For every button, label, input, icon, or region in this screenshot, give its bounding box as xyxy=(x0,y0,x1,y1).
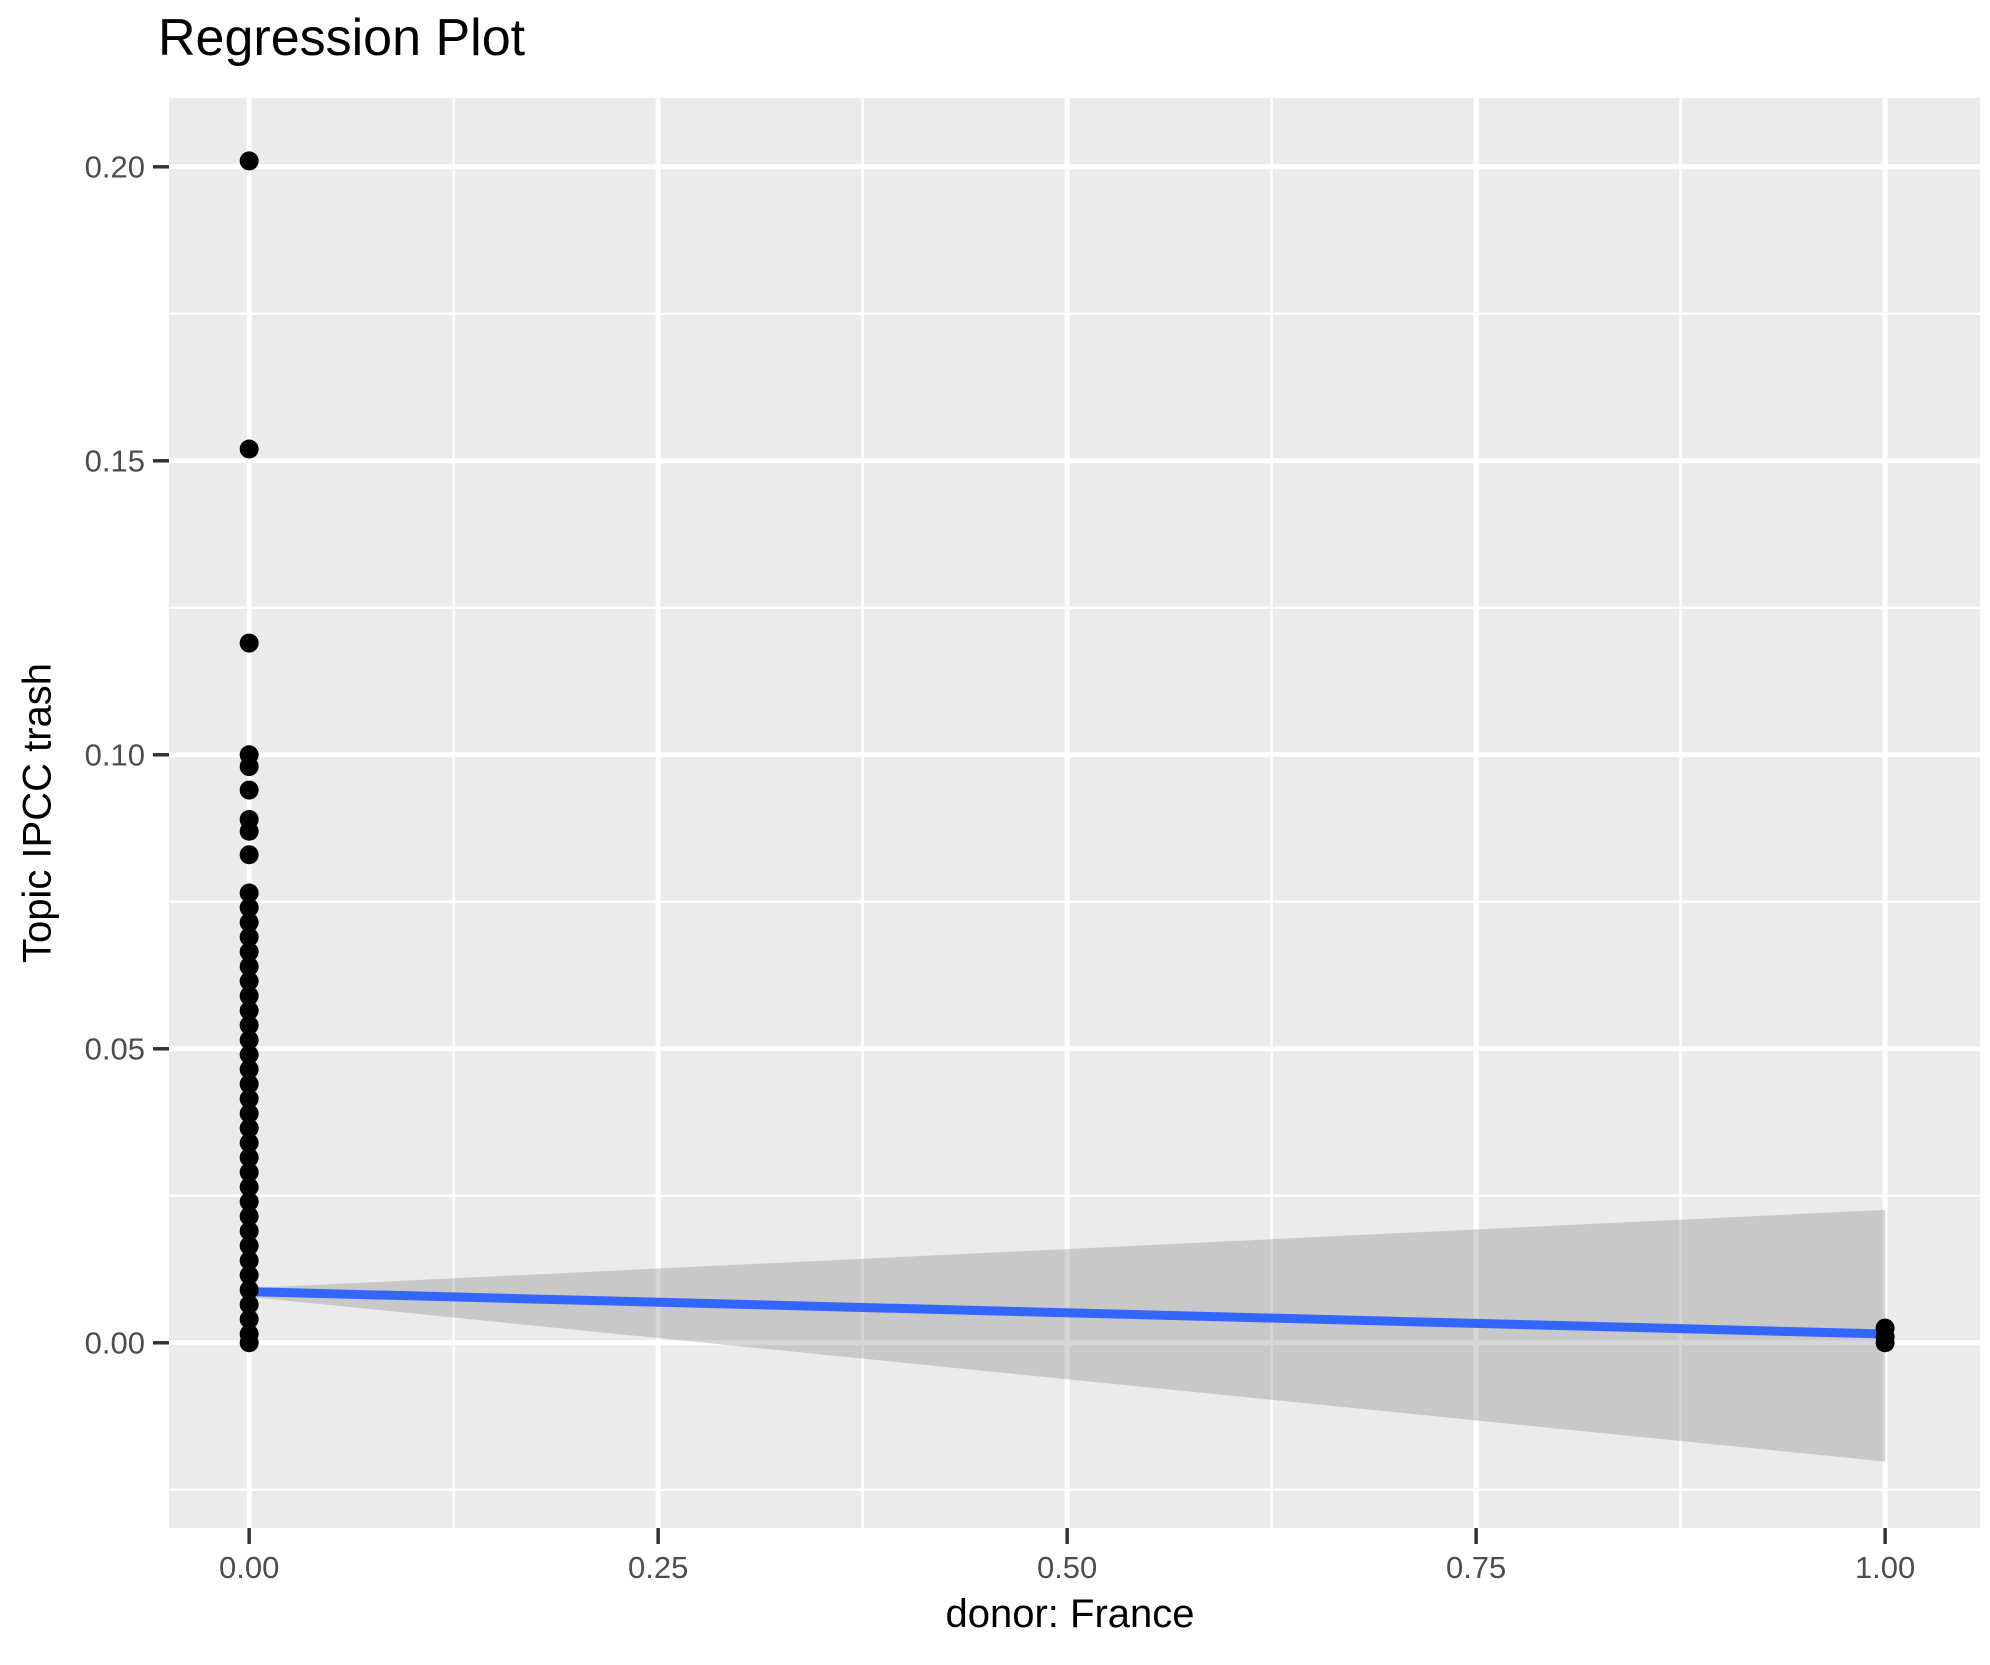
data-point xyxy=(239,1250,259,1270)
data-point xyxy=(239,821,259,841)
data-point xyxy=(239,1236,259,1256)
data-point xyxy=(239,1280,259,1300)
data-point xyxy=(239,151,259,171)
data-point xyxy=(239,1206,259,1226)
data-point xyxy=(239,1089,259,1109)
data-point xyxy=(239,927,259,947)
data-point xyxy=(239,757,259,777)
data-point xyxy=(239,1015,259,1035)
x-tick-label: 1.00 xyxy=(1855,1550,1915,1585)
data-point xyxy=(239,986,259,1006)
confidence-band xyxy=(249,1209,1886,1462)
data-point xyxy=(239,780,259,800)
panel-background xyxy=(169,98,1980,1528)
y-tick-label: 0.20 xyxy=(85,150,145,185)
x-tick-label: 0.00 xyxy=(219,1550,279,1585)
x-axis-title: donor: France xyxy=(945,1592,1195,1636)
data-point xyxy=(239,1162,259,1182)
data-point xyxy=(239,1177,259,1197)
data-point xyxy=(239,1001,259,1021)
plot-title: Regression Plot xyxy=(158,9,526,67)
data-point xyxy=(239,1221,259,1241)
y-tick-label: 0.00 xyxy=(85,1326,145,1361)
data-point xyxy=(239,912,259,932)
data-point xyxy=(239,1103,259,1123)
data-point xyxy=(239,898,259,918)
data-point xyxy=(239,883,259,903)
data-point xyxy=(239,439,259,459)
data-point xyxy=(239,971,259,991)
y-tick-label: 0.05 xyxy=(85,1032,145,1067)
y-tick-label: 0.15 xyxy=(85,444,145,479)
data-point xyxy=(239,942,259,962)
data-point xyxy=(1875,1333,1895,1353)
data-point xyxy=(239,1059,259,1079)
data-point xyxy=(239,956,259,976)
data-point xyxy=(239,1333,259,1353)
y-tick-label: 0.10 xyxy=(85,738,145,773)
data-point xyxy=(239,1265,259,1285)
data-point xyxy=(239,1192,259,1212)
data-point xyxy=(239,1309,259,1329)
data-point xyxy=(239,1118,259,1138)
data-point xyxy=(239,1074,259,1094)
x-tick-label: 0.75 xyxy=(1446,1550,1506,1585)
data-point xyxy=(239,1030,259,1050)
data-point xyxy=(239,1045,259,1065)
regression-line xyxy=(249,1287,1886,1339)
data-point xyxy=(239,633,259,653)
data-point xyxy=(239,1295,259,1315)
x-tick-label: 0.25 xyxy=(628,1550,688,1585)
data-point xyxy=(239,845,259,865)
x-tick-label: 0.50 xyxy=(1037,1550,1097,1585)
y-axis-title: Topic IPCC trash xyxy=(15,662,60,964)
data-point xyxy=(239,1148,259,1168)
data-point xyxy=(239,1133,259,1153)
